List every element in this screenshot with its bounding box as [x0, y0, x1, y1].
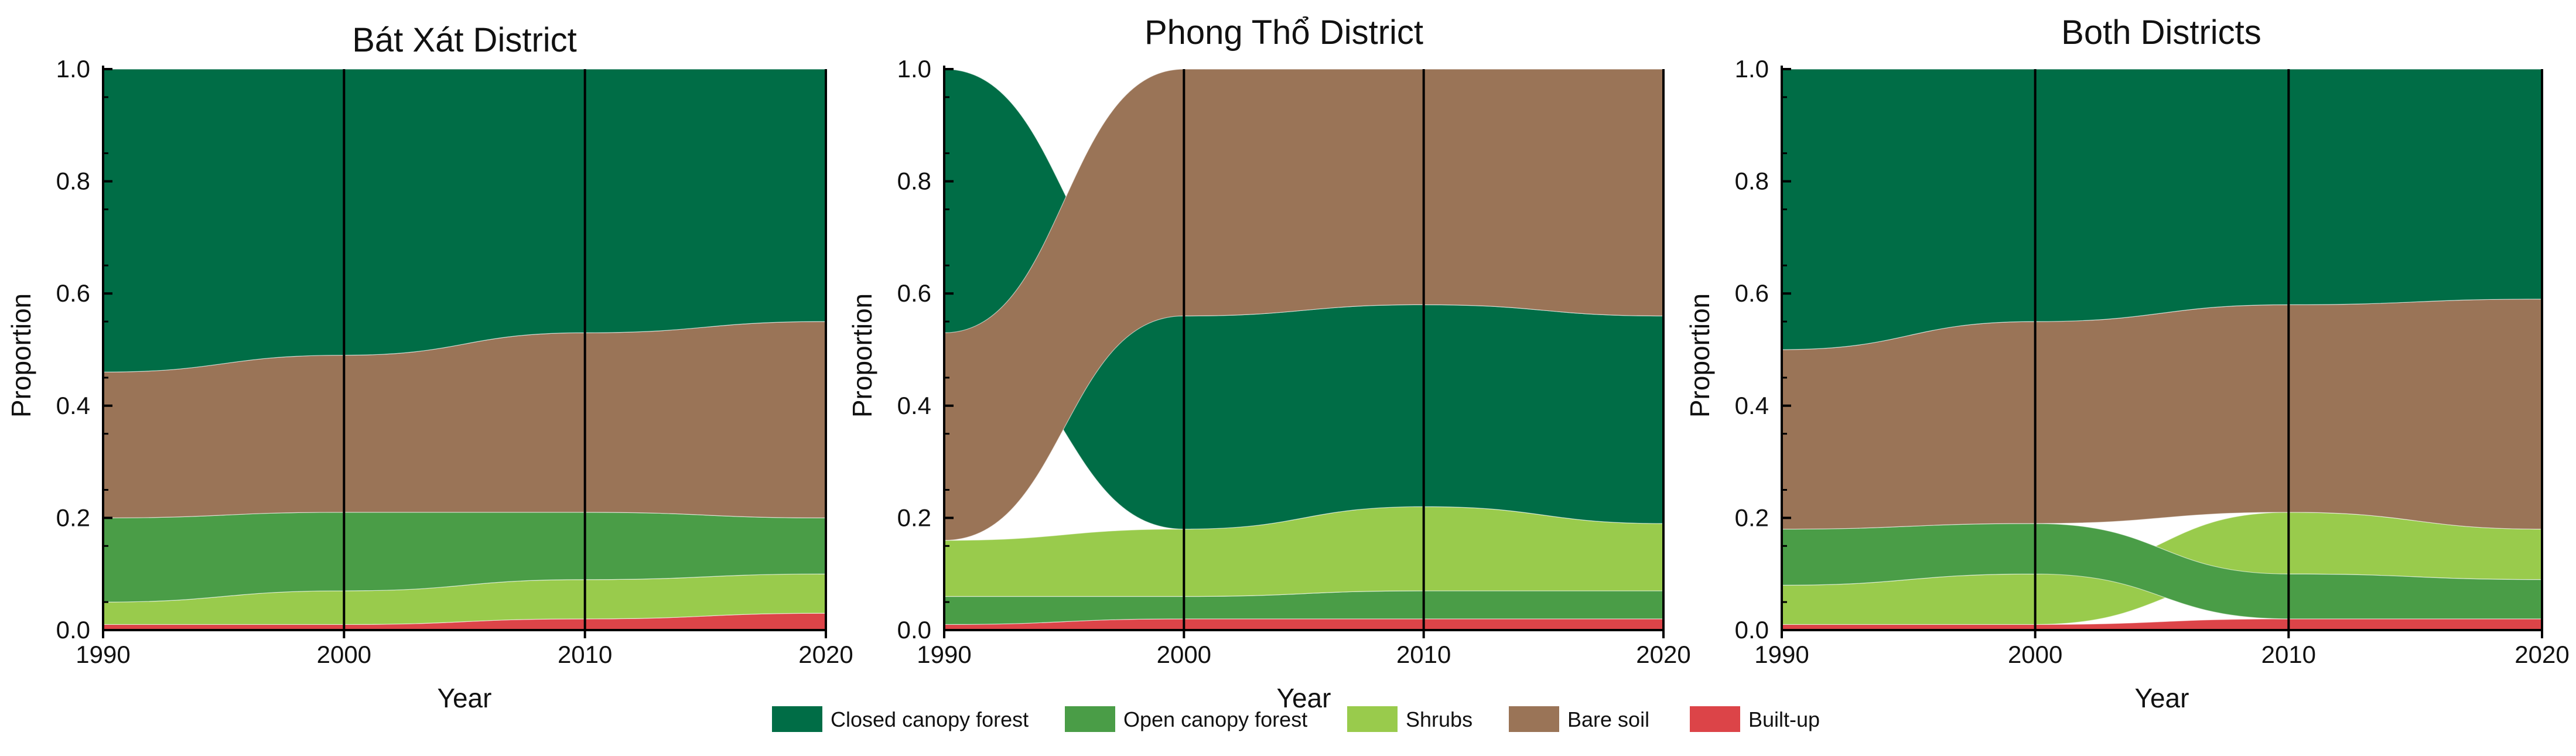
y-tick-label: 0.4 [56, 392, 90, 419]
x-tick-label: 2000 [317, 641, 371, 668]
legend-label: Closed canopy forest [831, 707, 1029, 731]
y-tick-label: 0.8 [1735, 167, 1769, 195]
x-tick-label: 1990 [76, 641, 130, 668]
panel-phong-tho: 0.0 0.2 0.4 0.6 0.8 1.0 1990 2000 2010 2020 Year Pr… [847, 13, 1691, 713]
y-tick-label: 0.4 [897, 392, 931, 419]
y-tick-label: 0.2 [897, 504, 931, 531]
flow-bare-2000-2010 [2035, 304, 2289, 524]
x-axis-label: Year [438, 683, 492, 713]
flow-layer [103, 69, 826, 631]
x-tick-label: 2000 [1157, 641, 1211, 668]
legend-swatch [1509, 706, 1559, 732]
y-tick-label: 0.6 [1735, 279, 1769, 307]
x-tick-label: 2020 [1636, 641, 1690, 668]
y-tick-label: 0.2 [1735, 504, 1769, 531]
flow-open-2010-2020 [2288, 573, 2543, 620]
x-tick-label: 1990 [1754, 641, 1809, 668]
legend-label: Shrubs [1406, 707, 1473, 731]
y-axis-label: Proportion [6, 293, 36, 418]
flow-open-2000-2010 [343, 512, 586, 591]
flow-built-2010-2020 [2288, 618, 2543, 631]
legend-swatch [1347, 706, 1398, 732]
flow-layer [1781, 69, 2543, 631]
y-tick-label: 1.0 [897, 55, 931, 83]
flow-closed-2000-2010 [2035, 69, 2289, 322]
x-tick-label: 2000 [2008, 641, 2062, 668]
y-tick-label: 0.6 [897, 279, 931, 307]
legend-item-shrubs: Shrubs [1347, 706, 1473, 732]
y-tick-label: 1.0 [56, 55, 90, 83]
flow-closed-2010-2020 [585, 69, 826, 333]
y-tick-label: 0.0 [56, 616, 90, 644]
flow-bare-2000-2010 [1183, 69, 1424, 317]
flow-closed-2010-2020 [2288, 69, 2543, 305]
flow-open-2010-2020 [585, 512, 826, 580]
y-tick-label: 0.0 [1735, 616, 1769, 644]
x-tick-label: 1990 [917, 641, 971, 668]
flow-shrubs-1990-2000 [944, 528, 1184, 597]
flow-bare-2010-2020 [585, 321, 826, 519]
legend-item-closed-canopy-forest: Closed canopy forest [772, 706, 1029, 732]
y-tick-label: 0.8 [56, 167, 90, 195]
flow-closed-2010-2020 [1423, 304, 1664, 524]
x-tick-label: 2010 [558, 641, 612, 668]
chart-title: Bát Xát District [352, 21, 577, 59]
chart-title: Both Districts [2061, 13, 2261, 52]
flow-bare-2000-2010 [343, 332, 586, 513]
legend: Closed canopy forest Open canopy forest Sh… [772, 706, 1820, 732]
flow-open-2010-2020 [1423, 590, 1664, 620]
flow-layer [944, 69, 1664, 631]
flow-built-2010-2020 [1423, 618, 1664, 631]
panel-bat-xat: 0.0 0.2 0.4 0.6 0.8 1.0 1990 2000 2010 2020 Year Pr… [6, 21, 853, 713]
x-tick-label: 2020 [2514, 641, 2569, 668]
y-tick-label: 0.8 [897, 167, 931, 195]
y-tick-label: 0.2 [56, 504, 90, 531]
x-axis-label: Year [2135, 683, 2189, 713]
flow-closed-2000-2010 [343, 69, 586, 356]
legend-item-open-canopy-forest: Open canopy forest [1065, 706, 1307, 732]
legend-swatch [1065, 706, 1115, 732]
legend-item-built-up: Built-up [1690, 706, 1820, 732]
flow-closed-2000-2010 [1183, 304, 1424, 530]
y-tick-label: 0.0 [897, 616, 931, 644]
legend-label: Built-up [1748, 707, 1820, 731]
x-tick-label: 2020 [798, 641, 853, 668]
x-tick-label: 2010 [1396, 641, 1451, 668]
y-tick-label: 1.0 [1735, 55, 1769, 83]
flow-shrubs-2010-2020 [585, 573, 826, 620]
flow-bare-2010-2020 [1423, 69, 1664, 317]
flow-closed-1990-2000 [1781, 69, 2036, 350]
flow-bare-2010-2020 [2288, 299, 2543, 530]
x-tick-label: 2010 [2261, 641, 2316, 668]
flow-bare-1990-2000 [103, 354, 344, 519]
y-axis-label: Proportion [1685, 293, 1715, 418]
flow-open-1990-2000 [103, 512, 344, 603]
legend-label: Bare soil [1567, 707, 1649, 731]
y-tick-label: 0.6 [56, 279, 90, 307]
legend-label: Open canopy forest [1123, 707, 1307, 731]
y-axis-label: Proportion [847, 293, 877, 418]
legend-swatch [1690, 706, 1740, 732]
flow-closed-1990-2000 [103, 69, 344, 372]
y-tick-label: 0.4 [1735, 392, 1769, 419]
panel-both-districts: 0.0 0.2 0.4 0.6 0.8 1.0 1990 2000 2010 2020 Year Pr… [1685, 13, 2570, 713]
legend-swatch [772, 706, 822, 732]
x-axis-label: Year [1277, 683, 1331, 713]
flow-built-2000-2010 [1183, 618, 1424, 631]
flow-bare-1990-2000 [1781, 321, 2036, 530]
chart-title: Phong Thổ District [1144, 13, 1423, 52]
legend-item-bare-soil: Bare soil [1509, 706, 1649, 732]
